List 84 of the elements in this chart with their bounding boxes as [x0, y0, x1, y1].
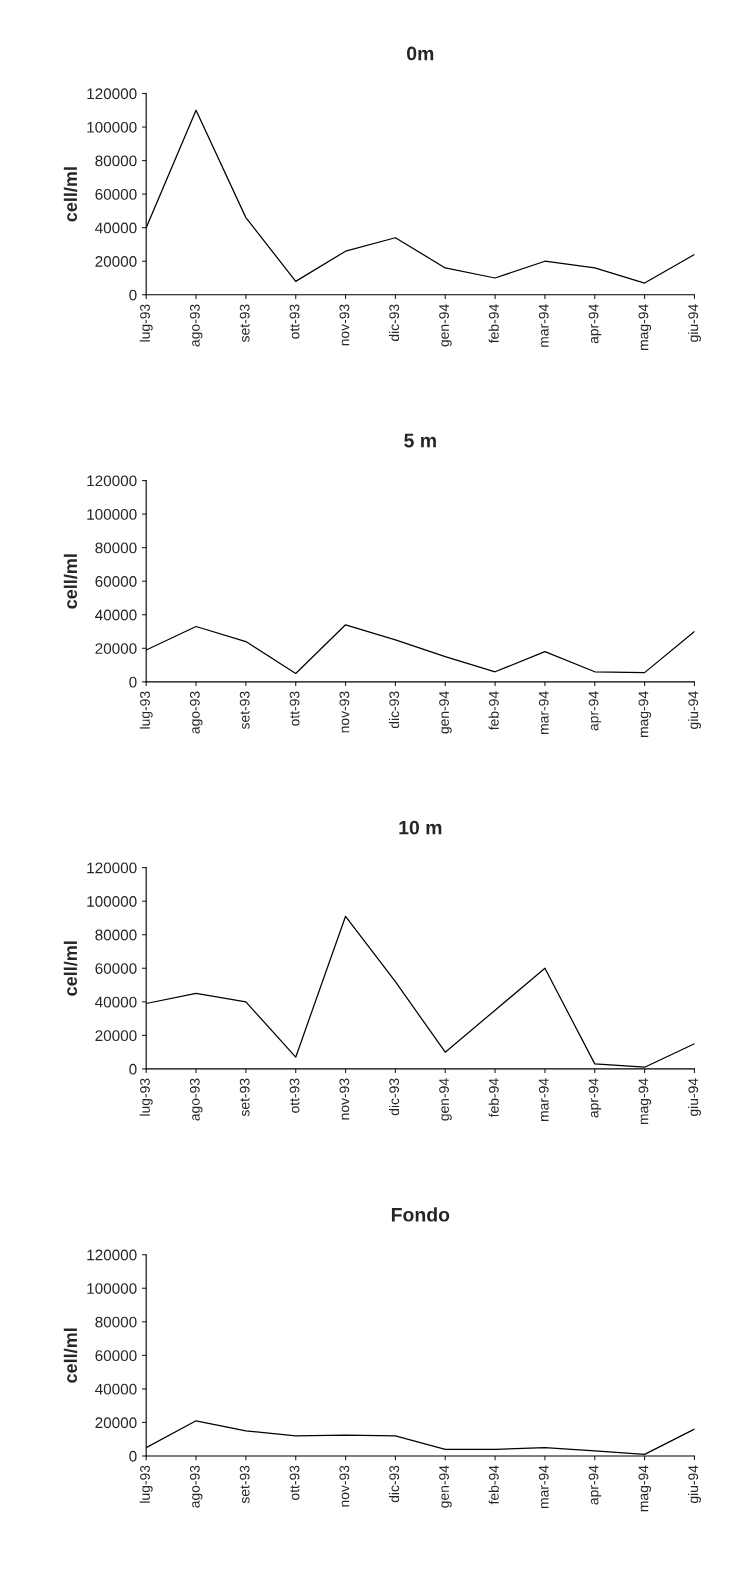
x-tick-label: ago-93 [189, 691, 203, 734]
x-tick-label: gen-94 [439, 1078, 452, 1121]
y-tick-label: 80000 [95, 929, 137, 941]
x-tick-label: set-93 [239, 1078, 250, 1117]
y-tick-label: 20000 [95, 256, 137, 267]
chart-title: 0m [407, 46, 434, 61]
x-tick-label: feb-94 [488, 1078, 499, 1118]
x-tick-label: giu-94 [687, 304, 701, 342]
x-tick-label: dic-93 [388, 304, 400, 342]
x-tick-label: nov-93 [339, 1465, 350, 1507]
y-tick-label: 20000 [95, 1417, 137, 1429]
x-tick-label: lug-93 [139, 691, 153, 729]
y-tick-label: 100000 [87, 508, 137, 520]
x-tick-label: nov-93 [339, 1078, 350, 1120]
x-tick-label: mar-94 [538, 691, 549, 734]
y-axis-title: cell/ml [63, 554, 78, 609]
x-tick-label: apr-94 [588, 1465, 602, 1505]
x-tick-label: lug-93 [139, 1465, 153, 1503]
x-tick-label: nov-93 [339, 304, 350, 346]
x-tick-label: apr-94 [588, 691, 602, 731]
y-axis-title: cell/ml [63, 167, 78, 222]
x-tick-label: giu-94 [687, 1078, 701, 1116]
x-tick-label: ott-93 [289, 304, 300, 339]
y-tick-label: 40000 [95, 996, 137, 1008]
y-tick-label: 120000 [87, 862, 137, 874]
x-tick-label: gen-94 [439, 691, 452, 734]
y-tick-label: 40000 [95, 1383, 137, 1395]
x-tick-label: lug-93 [139, 304, 153, 342]
x-tick-label: mar-94 [538, 1078, 549, 1122]
chart-title: 5 m [404, 433, 436, 448]
x-tick-label: ott-93 [289, 1465, 300, 1500]
x-tick-label: mag-94 [638, 691, 652, 738]
y-tick-label: 80000 [95, 155, 137, 167]
x-tick-label: mag-94 [638, 1465, 652, 1512]
x-tick-label: dic-93 [388, 1078, 400, 1116]
x-tick-label: lug-93 [139, 1078, 153, 1116]
y-tick-label: 60000 [95, 576, 137, 587]
x-tick-label: ago-93 [189, 304, 203, 347]
y-tick-label: 80000 [95, 1316, 137, 1328]
x-tick-label: gen-94 [439, 1465, 452, 1508]
x-tick-label: giu-94 [687, 691, 701, 729]
x-tick-label: mar-94 [538, 1465, 549, 1509]
y-tick-label: 120000 [87, 88, 137, 100]
x-tick-label: apr-94 [588, 304, 602, 344]
x-tick-label: apr-94 [588, 1078, 602, 1118]
x-tick-label: feb-94 [488, 691, 499, 731]
y-tick-label: 0 [129, 1063, 137, 1075]
x-tick-label: gen-94 [439, 304, 452, 347]
y-tick-label: 40000 [95, 222, 137, 234]
x-tick-label: mar-94 [538, 304, 549, 347]
y-tick-label: 60000 [95, 189, 137, 200]
y-tick-label: 80000 [95, 542, 137, 554]
x-tick-label: mag-94 [638, 304, 652, 350]
y-tick-label: 100000 [87, 896, 137, 907]
y-tick-label: 0 [129, 289, 137, 301]
x-tick-label: ago-93 [189, 1078, 203, 1121]
x-tick-label: set-93 [239, 1465, 250, 1504]
y-tick-label: 100000 [87, 121, 137, 133]
x-tick-label: dic-93 [388, 691, 400, 729]
y-axis-title: cell/ml [63, 941, 78, 996]
x-tick-label: ago-93 [189, 1465, 203, 1508]
x-tick-label: ott-93 [289, 1078, 300, 1113]
chart-title: 10 m [399, 820, 442, 835]
y-tick-label: 60000 [95, 963, 137, 974]
y-tick-label: 40000 [95, 609, 137, 621]
x-tick-label: feb-94 [488, 1465, 499, 1505]
y-axis-title: cell/ml [63, 1328, 78, 1383]
x-tick-label: giu-94 [687, 1465, 701, 1504]
y-tick-label: 100000 [87, 1283, 137, 1294]
y-tick-label: 20000 [95, 643, 137, 654]
y-tick-label: 120000 [87, 1249, 137, 1261]
y-tick-label: 20000 [95, 1030, 137, 1042]
x-tick-label: ott-93 [289, 691, 300, 726]
chart-title: Fondo [391, 1207, 450, 1222]
x-tick-label: set-93 [239, 304, 250, 343]
x-tick-label: feb-94 [488, 304, 499, 343]
x-tick-label: set-93 [239, 691, 250, 730]
y-tick-label: 0 [129, 676, 137, 688]
y-tick-label: 0 [129, 1450, 137, 1462]
x-tick-label: mag-94 [638, 1078, 652, 1125]
x-tick-label: dic-93 [388, 1465, 400, 1503]
y-tick-label: 120000 [87, 475, 137, 487]
y-tick-label: 60000 [95, 1350, 137, 1362]
x-tick-label: nov-93 [339, 691, 350, 733]
